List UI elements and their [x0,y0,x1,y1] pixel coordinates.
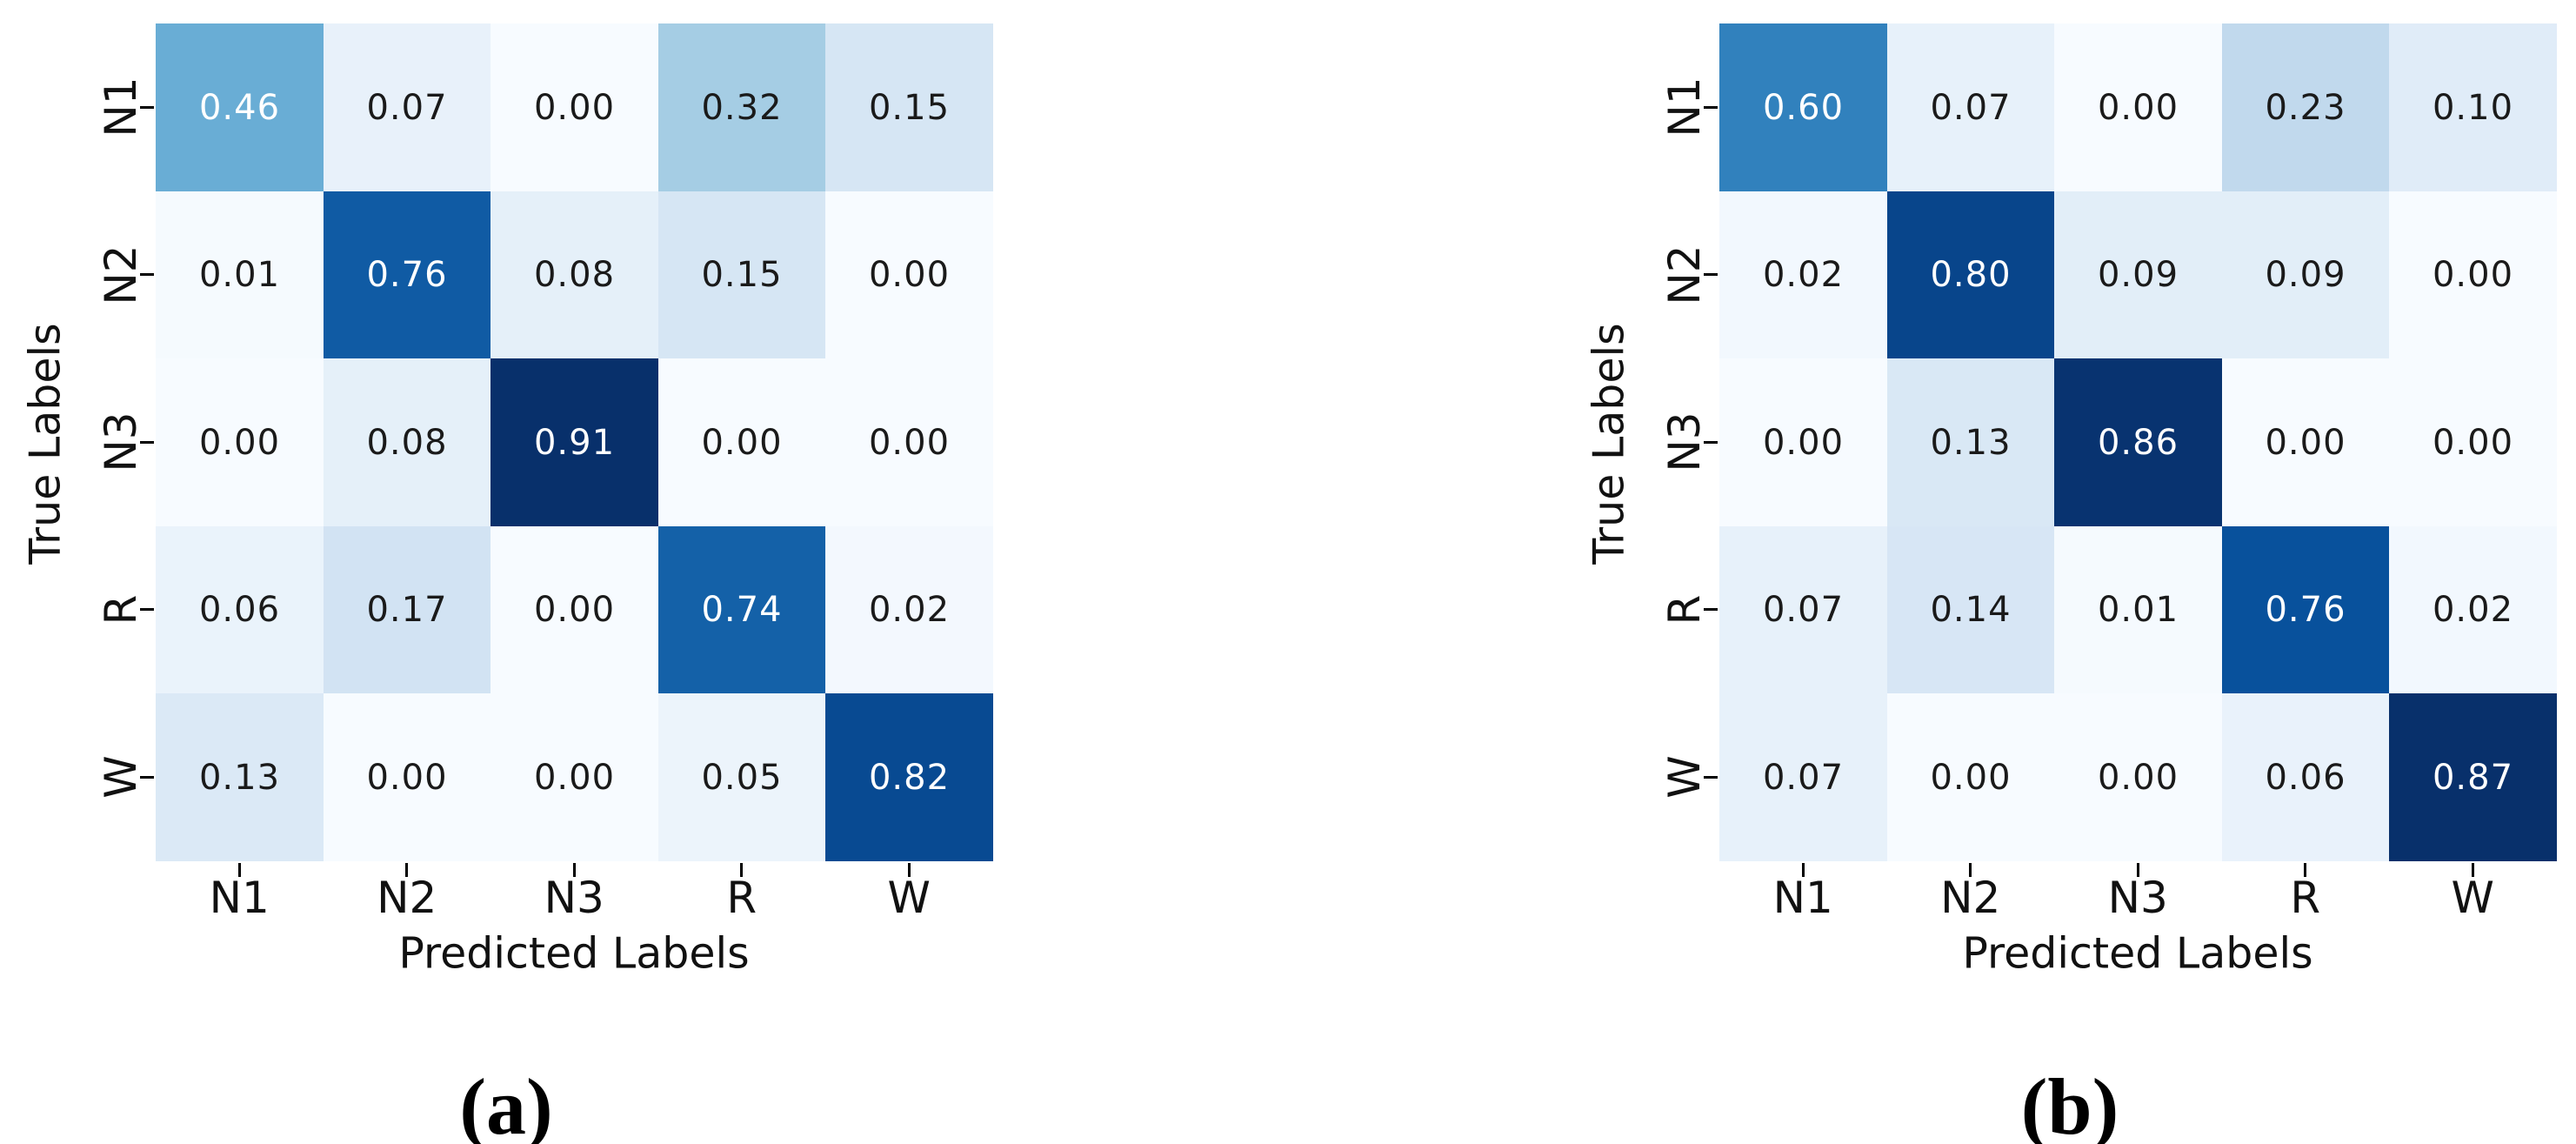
heatmap-cell: 0.13 [1886,358,2055,526]
heatmap-cell: 0.23 [2221,23,2390,191]
x-tick-label: N3 [544,872,604,923]
heatmap-cell: 0.09 [2054,191,2222,359]
x-tick-mark [1969,862,1972,877]
heatmap-cell: 0.02 [825,525,993,694]
heatmap-cell: 0.46 [156,23,324,191]
heatmap-cell: 0.00 [825,358,993,526]
heatmap-cell: 0.17 [323,525,491,694]
heatmap-cell: 0.00 [1719,358,1887,526]
heatmap-cell: 0.02 [2389,525,2557,694]
heatmap-cell: 0.00 [156,358,324,526]
x-tick-label: N1 [209,872,270,923]
heatmap-cell: 0.09 [2221,191,2390,359]
x-tick-label: N3 [2107,872,2168,923]
heatmap-cell: 0.07 [1886,23,2055,191]
panel-caption-b: (b) [2020,1062,2119,1144]
x-axis-label: Predicted Labels [398,928,750,979]
heatmap-cell: 0.00 [2389,191,2557,359]
heatmap-cell: 0.05 [657,693,826,861]
x-tick-mark [907,862,911,877]
x-tick-mark [2136,862,2139,877]
x-tick-mark [405,862,409,877]
heatmap-cell: 0.15 [825,23,993,191]
heatmap-cell: 0.08 [491,191,658,359]
y-tick-mark [140,440,154,444]
y-tick-mark [1704,440,1718,444]
x-tick-mark [740,862,744,877]
x-tick-mark [237,862,241,877]
y-axis-label: True Labels [1584,323,1634,565]
y-tick-label: N2 [1659,244,1710,305]
y-tick-label: R [1659,594,1710,626]
heatmap-cell: 0.60 [1719,23,1887,191]
heatmap-cell: 0.91 [491,358,658,526]
y-tick-mark [140,273,154,277]
y-tick-label: N1 [1659,77,1710,137]
y-tick-mark [1704,273,1718,277]
panel-caption-a: (a) [459,1062,553,1144]
heatmap-cell: 0.06 [156,525,324,694]
y-tick-label: W [96,755,146,799]
heatmap-cell: 0.02 [1719,191,1887,359]
y-tick-label: W [1659,755,1710,799]
heatmap-cell: 0.74 [657,525,826,694]
heatmap-cell: 0.00 [491,23,658,191]
heatmap-cell: 0.00 [1886,693,2055,861]
y-tick-label: N2 [96,244,146,305]
heatmap-cell: 0.07 [1719,693,1887,861]
heatmap-cell: 0.08 [323,358,491,526]
y-axis-label: True Labels [20,323,70,565]
y-tick-label: R [96,594,146,626]
heatmap-cell: 0.00 [657,358,826,526]
heatmap-cell: 0.86 [2054,358,2222,526]
y-tick-mark [140,608,154,612]
x-tick-label: W [887,872,931,923]
y-tick-label: N3 [1659,411,1710,472]
heatmap-cell: 0.76 [323,191,491,359]
x-tick-label: N2 [1940,872,2001,923]
y-tick-mark [1704,105,1718,109]
heatmap-cell: 0.32 [657,23,826,191]
heatmap-cell: 0.07 [1719,525,1887,694]
heatmap-cell: 0.06 [2221,693,2390,861]
heatmap-cell: 0.76 [2221,525,2390,694]
heatmap-cell: 0.00 [825,191,993,359]
x-axis-label: Predicted Labels [1962,928,2313,979]
heatmap-cell: 0.00 [2389,358,2557,526]
heatmap-cell: 0.00 [2054,693,2222,861]
y-tick-label: N3 [96,411,146,472]
heatmap-cell: 0.13 [156,693,324,861]
heatmap-cell: 0.01 [2054,525,2222,694]
y-tick-mark [1704,608,1718,612]
heatmap-cell: 0.00 [491,525,658,694]
heatmap-cell: 0.80 [1886,191,2055,359]
heatmap-cell: 0.87 [2389,693,2557,861]
heatmap-cell: 0.01 [156,191,324,359]
y-tick-mark [140,105,154,109]
y-tick-mark [140,775,154,779]
y-tick-mark [1704,775,1718,779]
x-tick-mark [1801,862,1805,877]
heatmap-cell: 0.14 [1886,525,2055,694]
heatmap-cell: 0.00 [323,693,491,861]
heatmap-cell: 0.10 [2389,23,2557,191]
heatmap-cell: 0.00 [491,693,658,861]
heatmap-cell: 0.82 [825,693,993,861]
x-tick-label: R [726,872,757,923]
x-tick-label: N1 [1772,872,1833,923]
x-tick-label: N2 [377,872,437,923]
x-tick-mark [572,862,576,877]
x-tick-mark [2304,862,2307,877]
x-tick-label: W [2451,872,2494,923]
x-tick-mark [2471,862,2474,877]
x-tick-label: R [2290,872,2321,923]
heatmap-cell: 0.07 [323,23,491,191]
heatmap-cell: 0.15 [657,191,826,359]
heatmap-cell: 0.00 [2054,23,2222,191]
y-tick-label: N1 [96,77,146,137]
heatmap-cell: 0.00 [2221,358,2390,526]
